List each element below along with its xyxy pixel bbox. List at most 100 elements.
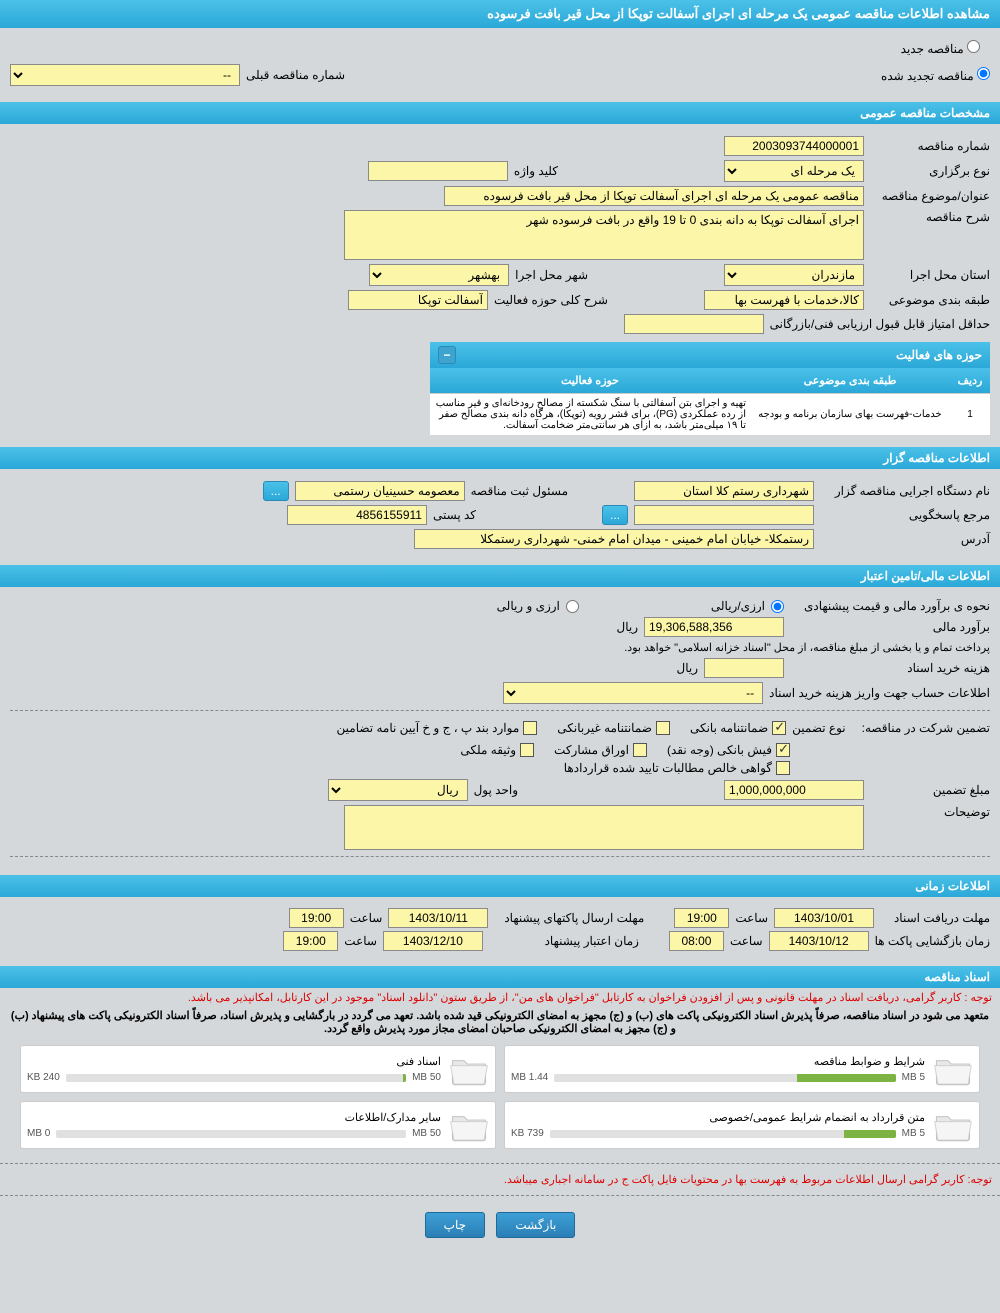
radio-rial-label: ارزی/ریالی <box>711 599 765 613</box>
exec-name-input[interactable] <box>634 481 814 501</box>
amount-label: برآورد مالی <box>790 620 990 634</box>
class-label: طبقه بندی موضوعی <box>870 293 990 307</box>
keyword-input[interactable] <box>368 161 508 181</box>
officer-more-button[interactable]: ... <box>263 481 289 501</box>
chk-nonbank[interactable] <box>656 721 670 735</box>
doc-title: متن قرارداد به انضمام شرایط عمومی/خصوصی <box>511 1111 925 1124</box>
chk-receivable[interactable] <box>776 761 790 775</box>
desc-textarea[interactable] <box>344 210 864 260</box>
folder-icon <box>933 1052 973 1086</box>
postal-label: کد پستی <box>433 508 476 522</box>
guarantee-type-label: نوع تضمین <box>792 721 845 735</box>
recv-deadline-label: مهلت دریافت اسناد <box>880 911 990 925</box>
prev-tender-label: شماره مناقصه قبلی <box>246 68 345 82</box>
section-general: مشخصات مناقصه عمومی <box>0 102 1000 124</box>
chk-property[interactable] <box>520 743 534 757</box>
hold-type-select[interactable]: یک مرحله ای <box>724 160 864 182</box>
chk-bank[interactable] <box>772 721 786 735</box>
resp-ref-input[interactable] <box>634 505 814 525</box>
buycost-input[interactable] <box>704 658 784 678</box>
send-time-input[interactable] <box>289 908 344 928</box>
doc-card[interactable]: سایر مدارک/اطلاعات50 MB0 MB <box>20 1101 496 1149</box>
send-deadline-label: مهلت ارسال پاکتهای پیشنهاد <box>494 911 644 925</box>
folder-icon <box>449 1108 489 1142</box>
doc-card[interactable]: متن قرارداد به انضمام شرایط عمومی/خصوصی 5… <box>504 1101 980 1149</box>
recv-time-input[interactable] <box>674 908 729 928</box>
prev-tender-select[interactable]: -- <box>10 64 240 86</box>
radio-new-label: مناقصه جدید <box>901 42 964 56</box>
doc-footer-notice: توجه: کاربر گرامی ارسال اطلاعات مربوط به… <box>0 1170 1000 1189</box>
subject-input[interactable] <box>444 186 864 206</box>
chk-other[interactable] <box>523 721 537 735</box>
guar-unit-select[interactable]: ریال <box>328 779 468 801</box>
officer-input[interactable] <box>295 481 465 501</box>
chk-bank-label: ضمانتنامه بانکی <box>690 721 768 735</box>
page-title: مشاهده اطلاعات مناقصه عمومی یک مرحله ای … <box>0 0 1000 28</box>
min-score-label: حداقل امتیاز قابل قبول ارزیابی فنی/بازرگ… <box>770 317 990 331</box>
guar-unit-label: واحد پول <box>474 783 518 797</box>
city-select[interactable]: بهشهر <box>369 264 509 286</box>
amount-unit: ریال <box>616 620 638 634</box>
address-label: آدرس <box>820 532 990 546</box>
doc-used: 739 KB <box>511 1128 544 1139</box>
address-input[interactable] <box>414 529 814 549</box>
doc-card[interactable]: شرایط و ضوابط مناقصه 5 MB 1.44 MB <box>504 1045 980 1093</box>
amount-input[interactable] <box>644 617 784 637</box>
chk-other-label: موارد بند پ ، ج و خ آیین نامه تضامین <box>337 721 520 735</box>
open-time-input[interactable] <box>669 931 724 951</box>
chk-share[interactable] <box>633 743 647 757</box>
desc-label: شرح مناقصه <box>870 210 990 224</box>
open-date-input[interactable] <box>769 931 869 951</box>
guar-amount-label: مبلغ تضمین <box>870 783 990 797</box>
doc-title: شرایط و ضوابط مناقصه <box>511 1055 925 1068</box>
treasury-note: پرداخت تمام و یا بخشی از مبلغ مناقصه، از… <box>10 641 990 654</box>
section-financial: اطلاعات مالی/تامین اعتبار <box>0 565 1000 587</box>
back-button[interactable]: بازگشت <box>496 1212 575 1238</box>
radio-new[interactable] <box>967 40 980 53</box>
folder-icon <box>933 1108 973 1142</box>
valid-date-input[interactable] <box>383 931 483 951</box>
doc-cap: 50 MB <box>412 1128 441 1139</box>
valid-label: زمان اعتبار پیشنهاد <box>489 934 639 948</box>
valid-time-input[interactable] <box>283 931 338 951</box>
recv-date-input[interactable] <box>774 908 874 928</box>
send-date-input[interactable] <box>388 908 488 928</box>
section-timing: اطلاعات زمانی <box>0 875 1000 897</box>
postal-input[interactable] <box>287 505 427 525</box>
guarantee-title: تضمین شرکت در مناقصه: <box>862 721 990 735</box>
chk-cash-label: فیش بانکی (وجه نقد) <box>667 743 772 757</box>
doc-notice-2: متعهد می شود در اسناد مناقصه، صرفاً پذیر… <box>0 1007 1000 1037</box>
radio-both[interactable] <box>566 600 579 613</box>
tender-no-input[interactable] <box>724 136 864 156</box>
doc-cap: 5 MB <box>902 1128 925 1139</box>
deposit-acct-select[interactable]: -- <box>503 682 763 704</box>
radio-both-label: ارزی و ریالی <box>497 599 560 613</box>
doc-cap: 5 MB <box>902 1072 925 1083</box>
print-button[interactable]: چاپ <box>425 1212 485 1238</box>
folder-icon <box>449 1052 489 1086</box>
hold-type-label: نوع برگزاری <box>870 164 990 178</box>
doc-notice-1: توجه : کاربر گرامی، دریافت اسناد در مهلت… <box>0 988 1000 1007</box>
radio-rial[interactable] <box>771 600 784 613</box>
open-label: زمان بازگشایی پاکت ها <box>875 934 990 948</box>
chk-share-label: اوراق مشارکت <box>554 743 629 757</box>
class-input[interactable] <box>704 290 864 310</box>
chk-cash[interactable] <box>776 743 790 757</box>
collapse-icon[interactable]: − <box>438 346 456 364</box>
resp-ref-label: مرجع پاسخگویی <box>820 508 990 522</box>
notes-label: توضیحات <box>870 805 990 819</box>
activity-desc-input[interactable] <box>348 290 488 310</box>
officer-label: مسئول ثبت مناقصه <box>471 484 568 498</box>
doc-card[interactable]: اسناد فنی50 MB240 KB <box>20 1045 496 1093</box>
chk-nonbank-label: ضمانتنامه غیربانکی <box>557 721 652 735</box>
resp-ref-more-button[interactable]: ... <box>602 505 628 525</box>
radio-renewed[interactable] <box>977 67 990 80</box>
min-score-input[interactable] <box>624 314 764 334</box>
doc-used: 0 MB <box>27 1128 50 1139</box>
province-select[interactable]: مازندران <box>724 264 864 286</box>
notes-textarea[interactable] <box>344 805 864 850</box>
guar-amount-input[interactable] <box>724 780 864 800</box>
subject-label: عنوان/موضوع مناقصه <box>870 189 990 203</box>
doc-used: 1.44 MB <box>511 1072 548 1083</box>
estimate-label: نحوه ی برآورد مالی و قیمت پیشنهادی <box>790 599 990 613</box>
